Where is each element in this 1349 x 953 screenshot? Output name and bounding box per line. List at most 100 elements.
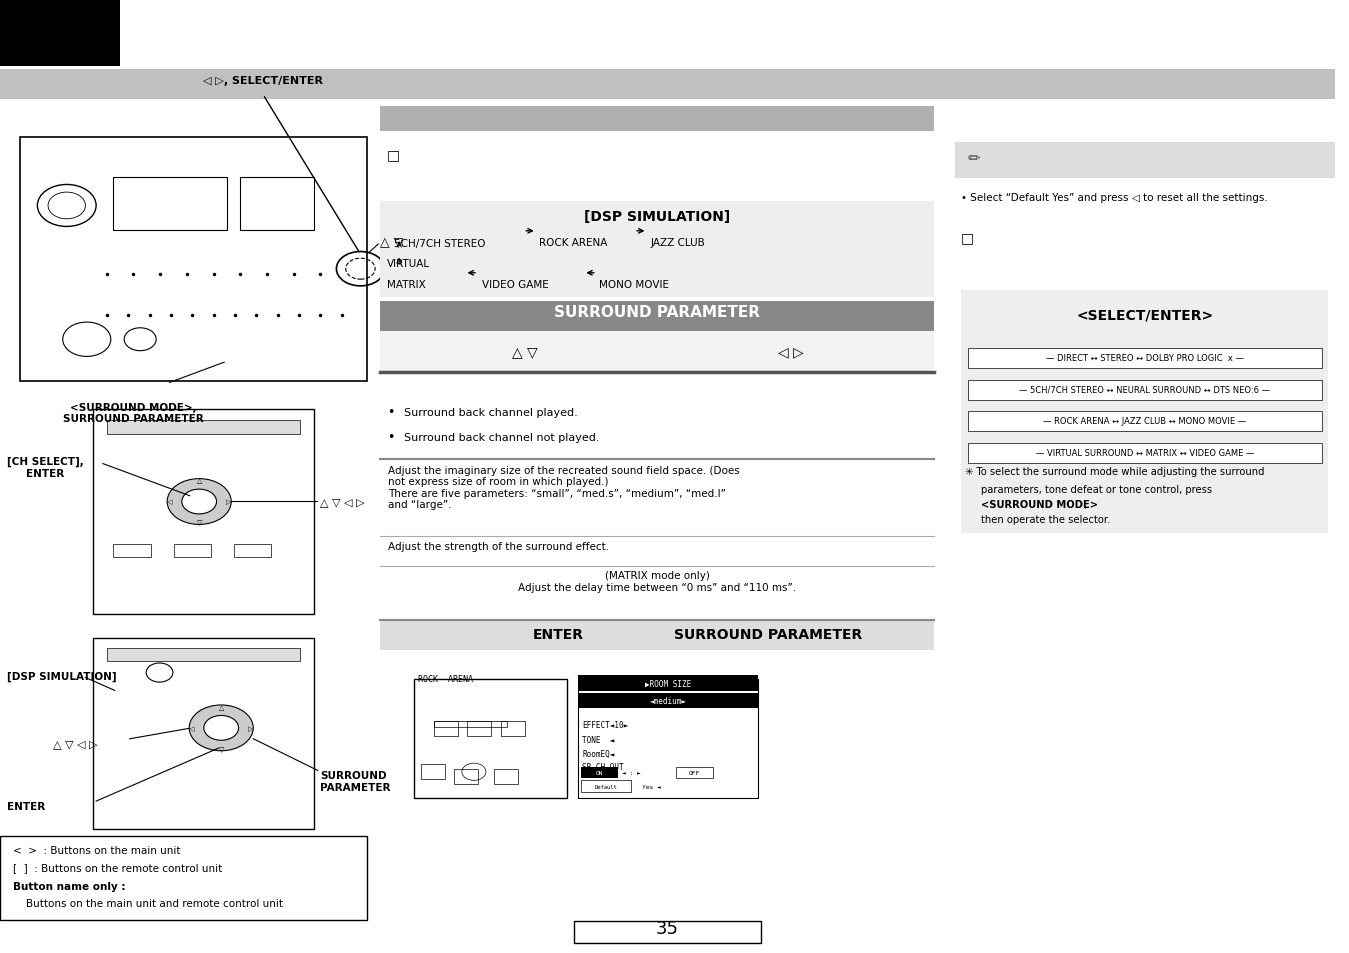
Text: — 5CH/7CH STEREO ↔ NEURAL SURROUND ↔ DTS NEO:6 —: — 5CH/7CH STEREO ↔ NEURAL SURROUND ↔ DTS… [1020,385,1271,395]
Text: <SURROUND MODE>: <SURROUND MODE> [981,499,1098,509]
Text: SURROUND PARAMETER: SURROUND PARAMETER [554,305,761,320]
Bar [676,767,712,779]
Text: then operate the selector.: then operate the selector. [981,515,1110,524]
Text: Buttons on the main unit and remote control unit: Buttons on the main unit and remote cont… [13,898,283,907]
Circle shape [189,705,254,751]
Bar [380,620,935,650]
Text: ▽: ▽ [219,746,224,752]
Text: Surround back channel played.: Surround back channel played. [405,408,579,417]
Text: RoomEQ◄: RoomEQ◄ [581,749,614,758]
Text: Default: Default [595,783,618,789]
Bar [174,544,210,558]
Text: — VIRTUAL SURROUND ↔ MATRIX ↔ VIDEO GAME —: — VIRTUAL SURROUND ↔ MATRIX ↔ VIDEO GAME… [1036,448,1255,457]
Text: SURROUND
PARAMETER: SURROUND PARAMETER [321,771,391,792]
Text: ENTER: ENTER [7,801,45,811]
Text: ◄ : ►: ◄ : ► [622,770,641,776]
Text: ▶ROOM SIZE: ▶ROOM SIZE [645,679,691,688]
Text: △ ▽ ◁ ▷: △ ▽ ◁ ▷ [321,497,364,507]
Circle shape [204,716,239,740]
Text: MONO MOVIE: MONO MOVIE [599,280,669,290]
Text: parameters, tone defeat or tone control, press: parameters, tone defeat or tone control,… [981,484,1215,494]
Bar [240,178,314,231]
Text: [CH SELECT],
ENTER: [CH SELECT], ENTER [7,456,84,478]
Text: [  ]  : Buttons on the remote control unit: [ ] : Buttons on the remote control unit [13,862,223,872]
Bar [579,693,758,708]
Text: ✏: ✏ [967,151,981,166]
Text: SURROUND PARAMETER: SURROUND PARAMETER [674,628,862,641]
Bar [113,178,227,231]
Bar [500,721,525,737]
Bar [107,421,301,435]
Text: <  >  : Buttons on the main unit: < > : Buttons on the main unit [13,845,181,855]
Text: SB CH OUT: SB CH OUT [581,762,623,771]
Bar [967,412,1322,432]
Bar [967,443,1322,463]
Text: △ ▽: △ ▽ [380,236,403,249]
Bar [434,721,507,727]
Text: Adjust the imaginary size of the recreated sound field space. (Does
not express : Adjust the imaginary size of the recreat… [389,465,741,510]
Bar [967,349,1322,369]
Text: □: □ [387,148,401,162]
Text: MATRIX: MATRIX [387,280,426,290]
Text: ON: ON [596,770,603,776]
Text: OFF: OFF [688,770,700,776]
Text: △ ▽ ◁ ▷: △ ▽ ◁ ▷ [54,739,98,748]
Bar [453,769,478,784]
Bar [0,0,120,67]
Text: • Select “Default Yes” and press ◁ to reset all the settings.: • Select “Default Yes” and press ◁ to re… [962,193,1268,202]
Text: Button name only :: Button name only : [13,882,125,891]
Circle shape [167,479,231,525]
Bar [380,202,935,297]
Text: Adjust the strength of the surround effect.: Adjust the strength of the surround effe… [389,541,610,551]
Text: Surround back channel not played.: Surround back channel not played. [405,433,600,442]
Bar [434,721,457,737]
Text: <SURROUND MODE>,
SURROUND PARAMETER: <SURROUND MODE>, SURROUND PARAMETER [63,402,204,424]
Text: 5CH/7CH STEREO: 5CH/7CH STEREO [394,238,486,248]
Bar [380,107,935,132]
Bar [0,836,367,920]
Text: 35: 35 [656,920,679,937]
Text: VIRTUAL: VIRTUAL [387,259,430,269]
Bar [20,138,367,381]
Bar [467,721,491,737]
Bar [421,764,445,780]
Text: Yes ◄: Yes ◄ [642,783,661,789]
Bar [380,332,935,372]
Text: EFFECT◄10►: EFFECT◄10► [581,720,629,729]
Text: — DIRECT ↔ STEREO ↔ DOLBY PRO LOGIC  x —: — DIRECT ↔ STEREO ↔ DOLBY PRO LOGIC x — [1045,354,1244,363]
Text: △ ▽: △ ▽ [511,345,537,358]
Text: •: • [387,406,394,419]
Bar [113,544,151,558]
Bar [967,380,1322,400]
Text: (MATRIX mode only)
Adjust the delay time between “0 ms” and “110 ms”.: (MATRIX mode only) Adjust the delay time… [518,571,796,593]
Text: ◁ ▷, SELECT/ENTER: ◁ ▷, SELECT/ENTER [202,76,322,86]
Bar [233,544,271,558]
Bar [494,769,518,784]
Text: ✳ To select the surround mode while adjusting the surround: ✳ To select the surround mode while adju… [965,467,1265,476]
Text: ◄medium►: ◄medium► [650,696,687,705]
Bar [380,302,935,332]
Text: ▷: ▷ [225,499,231,505]
Text: — ROCK ARENA ↔ JAZZ CLUB ↔ MONO MOVIE —: — ROCK ARENA ↔ JAZZ CLUB ↔ MONO MOVIE — [1043,416,1246,426]
Text: [DSP SIMULATION]: [DSP SIMULATION] [584,210,731,224]
Bar [93,639,314,829]
Bar [955,143,1336,179]
Text: ◁ ▷: ◁ ▷ [777,345,803,358]
Text: △: △ [197,478,202,484]
Text: ◁: ◁ [189,725,194,731]
Text: VIDEO GAME: VIDEO GAME [482,280,549,290]
Bar [580,781,631,792]
Bar [962,291,1329,534]
Text: ◁: ◁ [167,499,173,505]
Circle shape [182,490,217,515]
Bar [414,679,568,799]
Bar [579,676,758,691]
Text: TONE  ◄: TONE ◄ [581,736,614,744]
Text: ▽: ▽ [197,520,202,526]
Text: <SELECT/ENTER>: <SELECT/ENTER> [1077,308,1213,322]
Bar [579,679,758,799]
Text: ENTER: ENTER [533,628,583,641]
Text: ▷: ▷ [248,725,254,731]
Text: JAZZ CLUB: JAZZ CLUB [650,238,706,248]
Text: ,: , [981,499,1087,509]
